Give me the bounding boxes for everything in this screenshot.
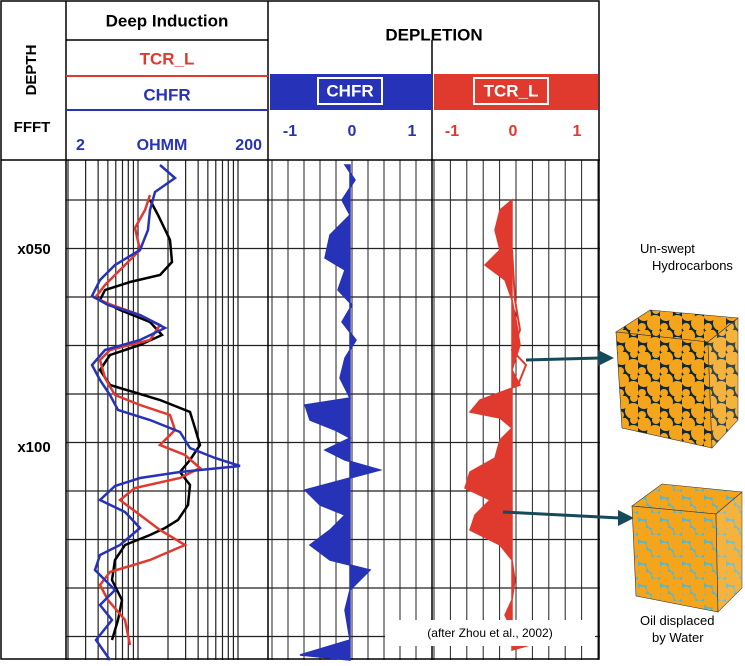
- chfr-depletion: [299, 164, 383, 661]
- depth-label: DEPTH: [23, 45, 40, 96]
- arrowhead: [618, 510, 634, 526]
- tcr-legend: TCR_L: [140, 49, 195, 68]
- tcr-scale: 1: [573, 123, 582, 140]
- depth-tick: x050: [17, 241, 50, 258]
- callout-top: Un-swept Hydrocarbons: [640, 241, 733, 273]
- track-frame: [0, 0, 600, 660]
- chfr-band-label: CHFR: [326, 81, 373, 100]
- scale-min: 2: [76, 137, 85, 154]
- callout-line: Un-swept: [640, 241, 695, 256]
- arrow: [502, 510, 621, 520]
- tcr-curve: [93, 194, 203, 646]
- credit-box: [385, 620, 595, 646]
- chfr-scale: 1: [408, 123, 417, 140]
- chfr-band-box: [317, 77, 383, 105]
- tcr-band-box: [473, 77, 549, 105]
- callout-bottom: Oil displaced by Water: [640, 613, 714, 645]
- black-curve: [98, 199, 202, 641]
- depletion-title: DEPLETION: [385, 25, 482, 44]
- chfr-curve: [90, 164, 241, 661]
- arrow: [525, 356, 601, 362]
- chfr-scale: 0: [348, 123, 357, 140]
- unit-label: FFFT: [14, 119, 51, 136]
- cube-unswept: [615, 309, 739, 449]
- callout-line: Hydrocarbons: [652, 258, 733, 273]
- chfr-legend: CHFR: [143, 85, 190, 104]
- tcr-scale: 0: [509, 123, 518, 140]
- tcr-trace: [510, 249, 528, 386]
- induction-title: Deep Induction: [106, 11, 229, 30]
- tcr-depletion: [464, 198, 532, 651]
- scale-unit: OHMM: [137, 137, 188, 154]
- cube-swept: [631, 483, 743, 613]
- callout-line: by Water: [652, 630, 704, 645]
- arrowhead: [598, 350, 614, 366]
- tcr-band-label: TCR_L: [484, 81, 539, 100]
- chfr-scale: -1: [283, 123, 297, 140]
- scale-max: 200: [235, 137, 262, 154]
- credit: (after Zhou et al., 2002): [427, 626, 552, 640]
- tcr-scale: -1: [445, 123, 459, 140]
- callout-line: Oil displaced: [640, 613, 714, 628]
- depth-tick: x100: [17, 439, 50, 456]
